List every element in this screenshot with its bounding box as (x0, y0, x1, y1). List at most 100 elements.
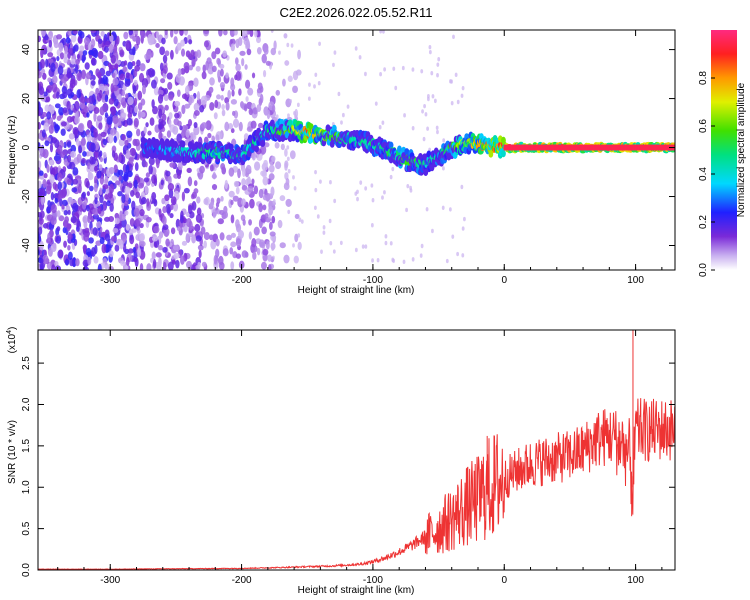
signal-core (568, 144, 571, 151)
signal-core (522, 144, 525, 151)
noise-cell (134, 64, 141, 72)
noise-cell (329, 180, 332, 185)
noise-cell (263, 47, 269, 55)
noise-cell (243, 37, 250, 46)
noise-cell (279, 195, 286, 202)
signal-core (662, 144, 664, 151)
signal-core (597, 144, 599, 151)
noise-cell (42, 254, 49, 265)
noise-cell (172, 125, 179, 135)
noise-cell (297, 49, 301, 60)
noise-cell (329, 241, 333, 246)
noise-cell (104, 40, 111, 48)
noise-cell (200, 95, 208, 105)
noise-cell (287, 113, 290, 118)
signal-cell (388, 141, 394, 149)
noise-cell (38, 101, 41, 111)
noise-cell (233, 30, 238, 36)
noise-cell (133, 117, 139, 128)
noise-cell (456, 251, 460, 257)
noise-cell (313, 205, 317, 210)
noise-cell (164, 104, 169, 111)
noise-cell (157, 244, 164, 251)
noise-cell (167, 175, 172, 186)
noise-cell (215, 248, 220, 258)
noise-cell (454, 72, 458, 78)
colorbar-tick-label: 0.0 (698, 263, 709, 277)
x-tick-label: 0 (501, 575, 507, 586)
noise-cell (319, 179, 322, 184)
noise-cell (151, 251, 156, 260)
noise-cell (258, 202, 263, 213)
noise-cell (166, 130, 172, 138)
noise-cell (264, 212, 269, 219)
noise-cell (93, 256, 99, 264)
noise-cell (274, 142, 280, 149)
noise-cell (67, 251, 73, 261)
noise-cell (300, 219, 304, 224)
noise-cell (275, 114, 279, 119)
signal-cell (397, 145, 402, 153)
noise-cell (114, 63, 119, 70)
signal-core (523, 144, 526, 151)
noise-cell (184, 103, 191, 109)
noise-cell (102, 138, 108, 146)
snr-multiplier-base: (x10 (7, 333, 18, 353)
signal-core (661, 144, 663, 151)
noise-cell (123, 171, 129, 182)
noise-cell (51, 82, 58, 93)
noise-cell (356, 196, 359, 202)
y-tick-label: 20 (21, 93, 32, 105)
signal-core (518, 144, 520, 151)
noise-cell (191, 201, 197, 211)
signal-core (509, 144, 512, 151)
noise-cell (222, 50, 228, 58)
noise-cell (142, 84, 146, 95)
noise-cell (140, 31, 147, 39)
signal-core (558, 144, 560, 151)
noise-cell (452, 34, 455, 40)
noise-cell (448, 207, 452, 212)
noise-cell (256, 104, 262, 113)
noise-cell (431, 94, 435, 99)
noise-cell (151, 174, 157, 184)
noise-cell (269, 231, 276, 237)
noise-cell (133, 97, 138, 106)
signal-core (548, 144, 551, 151)
noise-cell (175, 259, 180, 269)
noise-cell (44, 104, 50, 112)
noise-cell (67, 51, 71, 60)
signal-cell (254, 145, 259, 153)
noise-cell (249, 198, 255, 209)
noise-cell (102, 74, 108, 85)
noise-cell (293, 186, 297, 191)
noise-cell (86, 191, 91, 197)
noise-cell (175, 218, 181, 229)
noise-cell (383, 190, 386, 195)
signal-core (639, 144, 641, 151)
noise-cell (113, 135, 117, 144)
noise-cell (262, 69, 267, 78)
noise-cell (197, 261, 201, 269)
noise-cell (176, 89, 181, 97)
noise-cell (83, 220, 88, 229)
signal-core (528, 144, 531, 151)
noise-cell (104, 194, 109, 200)
noise-cell (420, 243, 424, 249)
signal-core (629, 144, 632, 151)
noise-cell (132, 246, 137, 254)
noise-cell (68, 133, 75, 140)
noise-cell (38, 111, 42, 117)
noise-cell (241, 250, 248, 258)
noise-cell (235, 238, 242, 248)
noise-cell (126, 256, 130, 266)
noise-cell (271, 246, 275, 252)
noise-cell (120, 260, 126, 266)
y-tick-label: 0 (21, 144, 32, 150)
snr-panel: -300 -200 -100 0 100 0.0 0.5 1.0 1.5 2.0 2.5 Heig… (6, 327, 676, 596)
noise-cell (158, 131, 163, 141)
signal-core (624, 144, 627, 151)
noise-cell (158, 108, 163, 119)
noise-cell (53, 41, 59, 49)
noise-cell (431, 228, 434, 234)
